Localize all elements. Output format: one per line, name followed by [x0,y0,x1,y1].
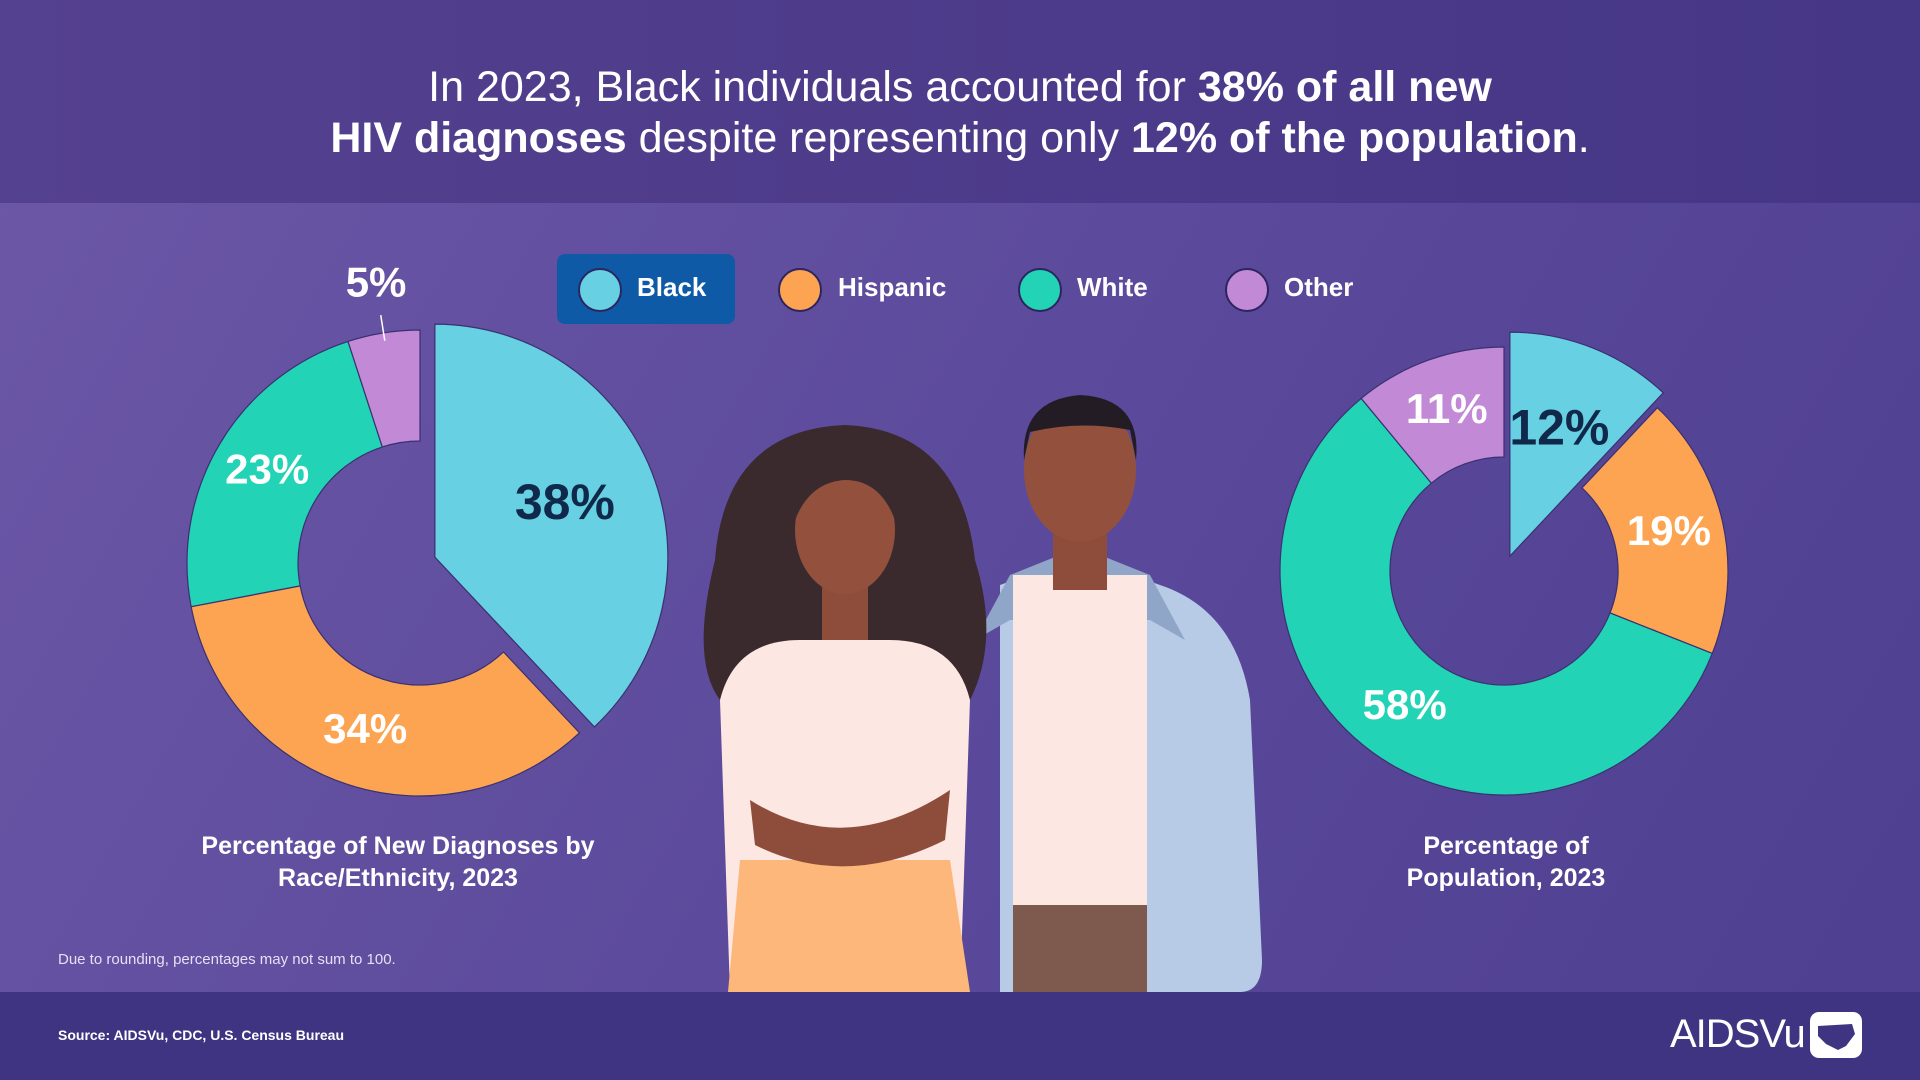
logo: AIDSVu [1670,1012,1806,1056]
donut-segment [1509,331,1665,558]
leader-line [379,314,386,341]
chart-title: Percentage of Population, 2023 [1406,832,1606,892]
donut-segment [186,340,384,608]
footnote: Due to rounding, percentages may not sum… [58,951,396,968]
headline-segment: 38% of all new [1197,63,1492,111]
header-band [0,0,1920,203]
legend-label: Other [1284,272,1354,302]
legend-swatch [1018,268,1062,312]
headline-segment: 12% of the population [1131,114,1578,162]
donut-chart: 12% 19% 58% 11% [1279,331,1729,796]
legend-swatch [1225,268,1269,312]
donut-segment [190,585,581,797]
donut-segment [1581,406,1729,655]
footer-band [0,992,1920,1080]
donut-segment [434,323,669,728]
data-label: 11% [1406,385,1488,432]
donut-segment [1279,397,1714,796]
headline: In 2023, Black individuals accounted for… [160,62,1760,164]
data-label: 58% [1363,681,1447,728]
source: Source: AIDSVu, CDC, U.S. Census Bureau [58,1027,345,1043]
donut-segment [1360,346,1505,485]
data-label: 38% [515,474,615,530]
legend-label: White [1077,272,1148,302]
headline-segment: In 2023, Black individuals accounted for [428,63,1198,111]
legend-label: Black [637,272,707,302]
donut-chart: 38% 34% 23% 5% [186,259,669,797]
chart-title: Percentage of New Diagnoses by Race/Ethn… [201,832,595,892]
data-label: 12% [1509,399,1609,455]
headline-segment: . [1577,114,1590,162]
data-label: 23% [225,446,309,493]
data-label: 34% [323,705,407,752]
legend-swatch [578,268,622,312]
data-label: 19% [1627,507,1711,554]
illustration [703,395,1262,992]
legend-swatch [778,268,822,312]
headline-segment: despite representing only [626,114,1131,162]
donut-segment [347,329,421,448]
legend-label: Hispanic [838,272,947,302]
data-label: 5% [346,259,407,306]
headline-segment: HIV diagnoses [330,114,627,162]
